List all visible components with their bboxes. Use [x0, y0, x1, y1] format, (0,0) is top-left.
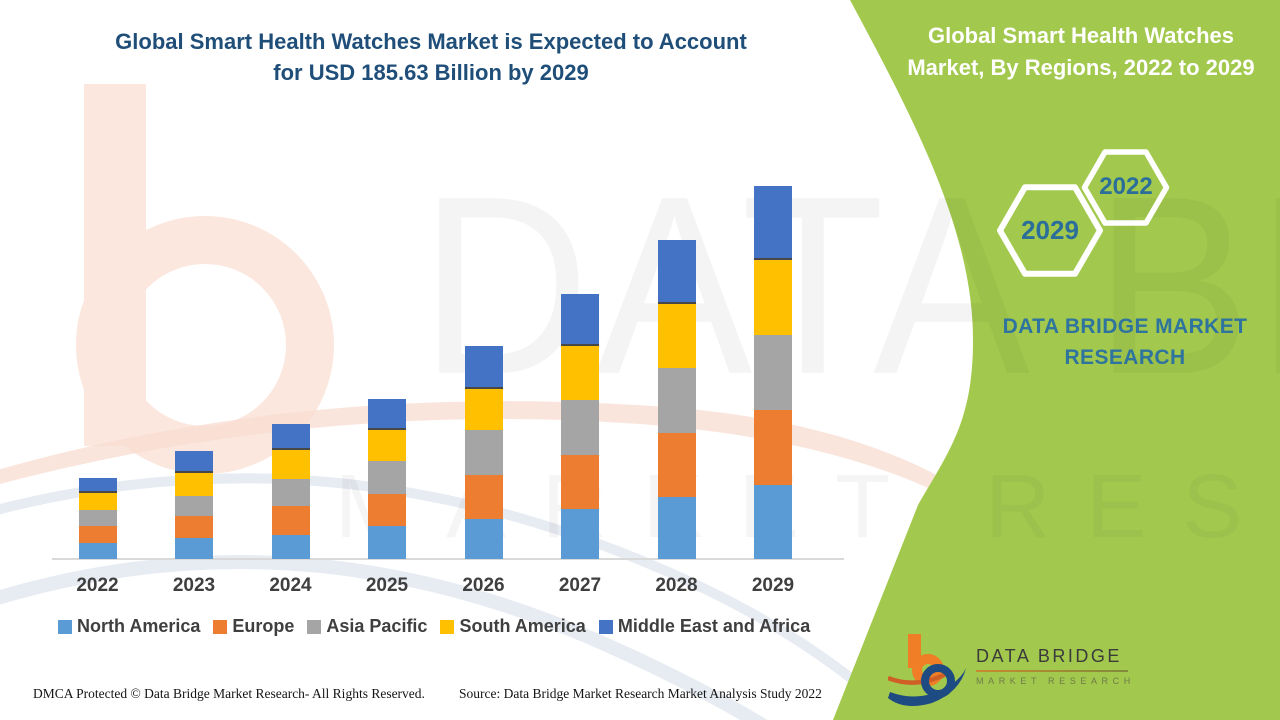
company-logo-name: DATA BRIDGE [976, 646, 1122, 666]
chart-title-line1: Global Smart Health Watches Market is Ex… [115, 29, 747, 54]
legend-label-south-america: South America [459, 616, 586, 636]
company-logo-rule [976, 670, 1128, 672]
logo-orange-swoosh [888, 671, 948, 685]
legend-label-north-america: North America [77, 616, 201, 636]
panel-title-line1: Global Smart Health Watches [927, 23, 1235, 48]
chart-legend: North America Europe Asia Pacific South Ame… [58, 616, 810, 637]
legend-item-south-america: South America [440, 616, 586, 637]
legend-label-middle-east-and-africa: Middle East and Africa [617, 616, 811, 636]
chart-title: Global Smart Health Watches Market is Ex… [0, 26, 862, 88]
panel-title-line2: Market, By Regions, 2022 to 2029 [907, 55, 1255, 80]
company-logo-words: DATA BRIDGE MARKET RESEARCH [976, 646, 1141, 686]
brand-wordmark: DATA BRIDGE MARKET RESEARCH [960, 311, 1280, 373]
company-logo-tagline: MARKET RESEARCH [976, 676, 1135, 686]
brand-wordmark-line2: RESEARCH [1064, 346, 1186, 369]
hexagon-year-end: 2029 [1021, 215, 1079, 245]
legend-swatch-north-america [58, 619, 72, 634]
x-axis-line [52, 558, 844, 560]
hexagon-2022 [1081, 149, 1170, 226]
legend-item-middle-east-and-africa: Middle East and Africa [598, 616, 811, 637]
company-logo-icon [888, 634, 966, 707]
green-panel-shape [833, 0, 1280, 720]
year-hexagons [997, 149, 1170, 277]
chart-title-line2: for USD 185.63 Billion by 2029 [273, 60, 589, 85]
hexagon-year-start: 2022 [1099, 173, 1153, 200]
dmca-notice: DMCA Protected © Data Bridge Market Rese… [33, 686, 425, 701]
watermark-blue-arc-2 [0, 555, 768, 720]
logo-blue-ring [921, 664, 955, 698]
brand-wordmark-line1: DATA BRIDGE MARKET [1002, 315, 1248, 338]
panel-title: Global Smart Health Watches Market, By R… [888, 20, 1274, 84]
legend-swatch-south-america [440, 619, 455, 634]
legend-swatch-asia-pacific [307, 619, 322, 634]
legend-item-europe: Europe [213, 616, 294, 637]
legend-swatch-europe [213, 619, 228, 634]
source-note: Source: Data Bridge Market Research Mark… [459, 686, 822, 701]
legend-item-north-america: North America [58, 616, 200, 637]
logo-blue-swoosh [888, 668, 966, 707]
legend-label-asia-pacific: Asia Pacific [326, 616, 428, 636]
legend-item-asia-pacific: Asia Pacific [307, 616, 427, 637]
legend-swatch-middle-east-and-africa [598, 619, 613, 634]
company-logo: DATA BRIDGE MARKET RESEARCH [888, 632, 1148, 708]
watermark-b-bowl [76, 216, 334, 474]
hexagon-2029 [997, 184, 1103, 277]
legend-label-europe: Europe [232, 616, 295, 636]
